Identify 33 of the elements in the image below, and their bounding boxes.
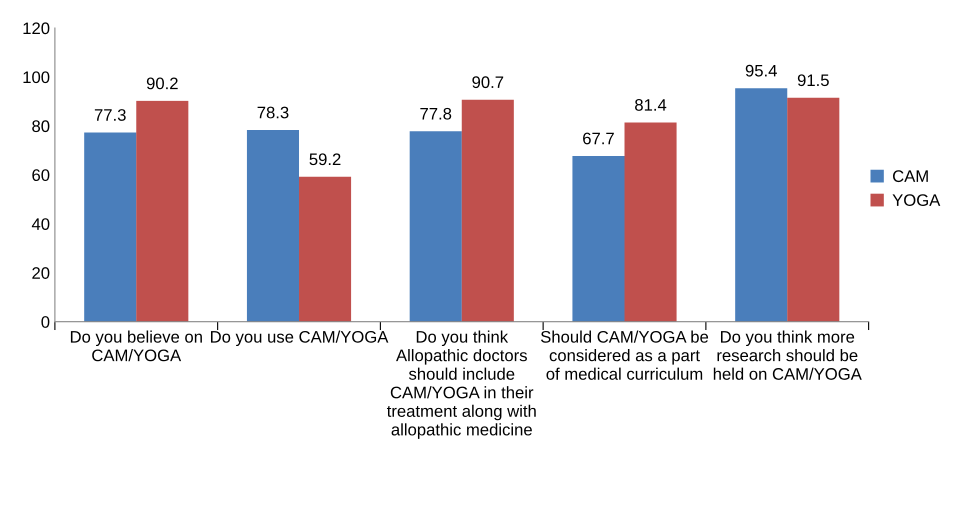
data-label: 77.3 bbox=[94, 109, 126, 121]
x-tick-label: Do you think more research should be held on CAM/YOGA bbox=[714, 330, 862, 380]
bar bbox=[572, 156, 625, 322]
data-label: 90.2 bbox=[146, 78, 178, 90]
bar bbox=[735, 88, 788, 322]
x-tick-label: Do you use CAM/YOGA bbox=[210, 330, 388, 346]
bar bbox=[136, 100, 188, 322]
data-label: 90.7 bbox=[472, 76, 504, 88]
y-tick-label: 60 bbox=[32, 169, 50, 182]
legend-label: CAM bbox=[893, 170, 928, 182]
bar bbox=[84, 132, 136, 322]
data-label: 67.7 bbox=[583, 132, 614, 144]
bar bbox=[624, 122, 677, 322]
bar bbox=[410, 131, 462, 322]
data-label: 78.3 bbox=[258, 106, 288, 118]
data-label: 59.2 bbox=[310, 153, 340, 166]
x-tick-label: Should CAM/YOGA be considered as a part of medical curriculum bbox=[540, 330, 708, 380]
bar bbox=[787, 98, 840, 322]
y-tick-label: 100 bbox=[23, 71, 50, 84]
bar bbox=[462, 100, 514, 322]
bar bbox=[299, 176, 352, 322]
x-tick-label: Do you believe on CAM/YOGA bbox=[70, 330, 202, 362]
y-tick-label: 40 bbox=[32, 218, 50, 230]
y-tick-label: 120 bbox=[23, 22, 50, 34]
y-tick-label: 0 bbox=[41, 316, 50, 328]
legend-label: YOGA bbox=[892, 194, 940, 206]
data-label: 95.4 bbox=[746, 64, 777, 77]
y-tick-label: 20 bbox=[32, 267, 50, 279]
y-tick-label: 80 bbox=[32, 120, 50, 132]
bar bbox=[246, 130, 300, 322]
data-label: 77.8 bbox=[420, 108, 452, 120]
data-label: 91.5 bbox=[798, 74, 829, 86]
data-label: 81.4 bbox=[635, 99, 666, 111]
